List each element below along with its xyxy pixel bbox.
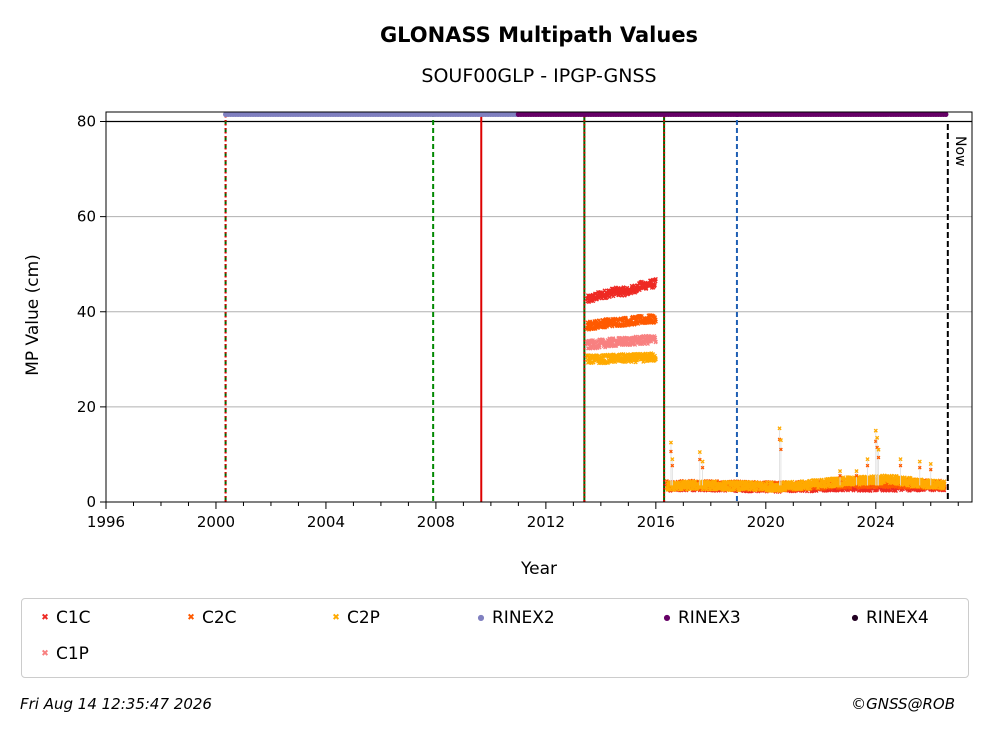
legend-marker: ✖ xyxy=(41,649,49,659)
legend: ✖ C1C ✖ C2C ✖ C2P ● RINEX2 ● RINEX3 ● RINEX4 ✖ C1P xyxy=(21,598,969,678)
x-tick-label: 2008 xyxy=(417,513,455,531)
x-tick-label: 2004 xyxy=(307,513,345,531)
legend-label: C2P xyxy=(347,608,380,628)
legend-item-c2p: ✖ C2P xyxy=(327,608,380,628)
legend-marker: ✖ xyxy=(332,613,340,623)
data-point xyxy=(764,480,770,485)
x-axis-label: Year xyxy=(520,559,557,579)
series-c1c xyxy=(585,276,947,494)
y-tick-label: 20 xyxy=(77,398,96,416)
x-axis: 1996 2000 2004 2008 2012 2016 2020 2024 xyxy=(87,502,959,531)
data-point xyxy=(815,478,820,483)
chart-title: GLONASS Multipath Values xyxy=(380,23,698,47)
legend-label: RINEX3 xyxy=(678,608,741,628)
x-tick-label: 2012 xyxy=(527,513,565,531)
timestamp: Fri Aug 14 12:35:47 2026 xyxy=(20,695,212,713)
series-rinex2 xyxy=(222,111,521,117)
legend-item-c2c: ✖ C2C xyxy=(182,608,237,628)
legend-item-c1c: ✖ C1C xyxy=(36,608,91,628)
series-c1p xyxy=(585,333,658,351)
legend-label: C1P xyxy=(56,644,89,664)
x-tick-label: 2016 xyxy=(637,513,675,531)
legend-marker: ● xyxy=(851,613,859,622)
legend-item-rinex4: ● RINEX4 xyxy=(846,608,929,628)
legend-marker: ● xyxy=(477,613,485,622)
data-point xyxy=(652,283,657,288)
grid-lines xyxy=(106,120,972,408)
data-point xyxy=(668,487,673,492)
plot-frame xyxy=(105,111,973,503)
data-point xyxy=(672,488,677,493)
y-tick-label: 40 xyxy=(77,303,96,321)
data-point xyxy=(653,357,658,362)
y-tick-label: 0 xyxy=(86,493,96,511)
x-tick-label: 2024 xyxy=(857,513,895,531)
legend-item-c1p: ✖ C1P xyxy=(36,644,89,664)
credit: ©GNSS@ROB xyxy=(851,695,955,713)
y-axis: 0 20 40 60 80 xyxy=(77,113,106,511)
y-tick-label: 80 xyxy=(77,113,96,131)
x-tick-label: 2020 xyxy=(747,513,785,531)
legend-label: RINEX2 xyxy=(492,608,555,628)
data-point xyxy=(704,487,709,492)
data-point xyxy=(653,319,658,324)
data-point xyxy=(890,483,895,489)
legend-label: C1C xyxy=(56,608,91,628)
plot-data xyxy=(222,111,949,494)
series-c2p xyxy=(585,351,947,494)
data-point xyxy=(808,486,813,491)
rinex-marker xyxy=(943,111,949,117)
event-lines: Now xyxy=(224,112,968,502)
legend-item-rinex2: ● RINEX2 xyxy=(472,608,555,628)
legend-marker: ✖ xyxy=(41,613,49,623)
data-point xyxy=(653,276,658,282)
x-tick-label: 2000 xyxy=(197,513,235,531)
series-rinex3 xyxy=(515,111,949,117)
legend-item-rinex3: ● RINEX3 xyxy=(658,608,741,628)
now-label: Now xyxy=(952,136,968,167)
data-point xyxy=(759,481,764,486)
legend-marker: ✖ xyxy=(187,613,195,623)
chart-subtitle: SOUF00GLP - IPGP-GNSS xyxy=(421,65,656,87)
y-axis-label: MP Value (cm) xyxy=(23,254,43,376)
y-tick-label: 60 xyxy=(77,208,96,226)
x-tick-label: 1996 xyxy=(87,513,125,531)
data-point xyxy=(783,487,788,492)
legend-label: C2C xyxy=(202,608,237,628)
legend-marker: ● xyxy=(663,613,671,622)
legend-label: RINEX4 xyxy=(866,608,929,628)
